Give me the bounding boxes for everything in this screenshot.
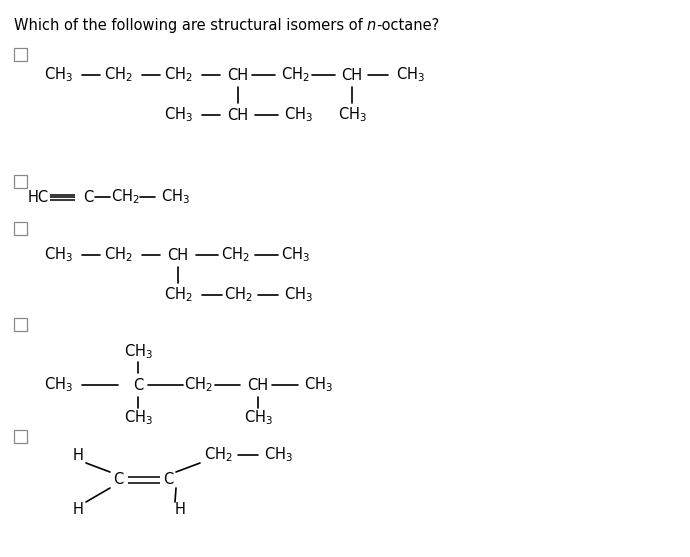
Text: CH$_3$: CH$_3$ <box>337 106 366 124</box>
Bar <box>14 48 27 61</box>
Text: CH$_3$: CH$_3$ <box>43 246 72 265</box>
Text: CH$_3$: CH$_3$ <box>43 375 72 394</box>
Text: CH$_2$: CH$_2$ <box>204 446 233 465</box>
Text: CH$_3$: CH$_3$ <box>161 188 190 206</box>
Text: C: C <box>113 472 123 487</box>
Text: CH: CH <box>168 247 188 262</box>
Text: CH$_2$: CH$_2$ <box>104 246 132 265</box>
Text: CH$_2$: CH$_2$ <box>110 188 139 206</box>
Text: CH$_3$: CH$_3$ <box>124 343 152 361</box>
Text: CH: CH <box>228 67 248 82</box>
Text: CH: CH <box>228 108 248 123</box>
Bar <box>14 318 27 331</box>
Text: -octane?: -octane? <box>376 18 440 33</box>
Bar <box>14 175 27 188</box>
Text: Which of the following are structural isomers of: Which of the following are structural is… <box>14 18 367 33</box>
Text: H: H <box>72 502 83 517</box>
Text: CH$_3$: CH$_3$ <box>284 286 313 304</box>
Text: C: C <box>163 472 173 487</box>
Text: CH$_3$: CH$_3$ <box>304 375 333 394</box>
Text: CH$_3$: CH$_3$ <box>284 106 313 124</box>
Bar <box>14 222 27 235</box>
Text: CH$_3$: CH$_3$ <box>395 66 424 84</box>
Text: CH$_2$: CH$_2$ <box>164 66 193 84</box>
Text: CH: CH <box>248 378 268 393</box>
Text: CH$_3$: CH$_3$ <box>264 446 293 465</box>
Text: n: n <box>366 18 375 33</box>
Text: H: H <box>175 502 186 517</box>
Text: CH$_3$: CH$_3$ <box>244 409 273 427</box>
Text: CH$_2$: CH$_2$ <box>164 286 193 304</box>
Text: CH: CH <box>342 67 362 82</box>
Text: CH$_3$: CH$_3$ <box>43 66 72 84</box>
Text: CH$_3$: CH$_3$ <box>281 246 310 265</box>
Text: HC: HC <box>28 189 49 204</box>
Text: CH$_3$: CH$_3$ <box>124 409 152 427</box>
Text: H: H <box>72 447 83 462</box>
Bar <box>14 430 27 443</box>
Text: CH$_2$: CH$_2$ <box>184 375 213 394</box>
Text: CH$_2$: CH$_2$ <box>221 246 249 265</box>
Text: CH$_2$: CH$_2$ <box>104 66 132 84</box>
Text: CH$_2$: CH$_2$ <box>224 286 253 304</box>
Text: CH$_2$: CH$_2$ <box>281 66 309 84</box>
Text: CH$_3$: CH$_3$ <box>164 106 193 124</box>
Text: C: C <box>133 378 143 393</box>
Text: C: C <box>83 189 93 204</box>
